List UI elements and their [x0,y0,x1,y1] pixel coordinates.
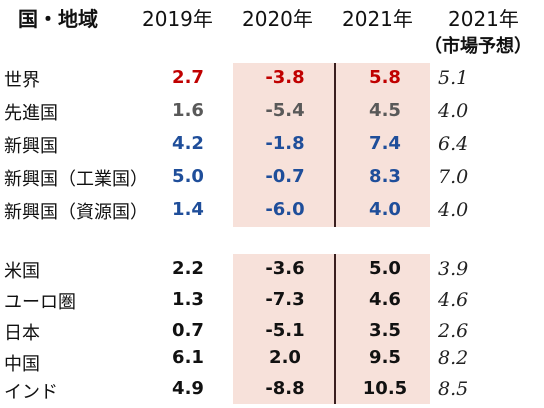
value-2020: -3.6 [265,258,305,279]
region-label: ユーロ圏 [4,292,76,313]
shade-block-group2 [233,254,430,404]
value-forecast: 6.4 [438,133,469,155]
value-2021: 4.5 [369,100,401,121]
value-2019: 5.0 [172,166,204,187]
value-2020: -7.3 [265,289,305,310]
value-2021: 10.5 [362,378,408,399]
value-forecast: 4.0 [438,100,469,122]
shade-block-group1 [233,63,430,227]
value-2020: -6.0 [265,199,305,220]
value-2019: 1.3 [172,289,204,310]
value-forecast: 2.6 [438,320,469,342]
value-2021: 4.0 [369,199,401,220]
value-forecast: 3.9 [438,258,469,280]
header-forecast-note: （市場予想） [424,36,532,57]
value-2020: -0.7 [265,166,305,187]
value-2019: 0.7 [172,320,204,341]
divider-group2 [334,254,336,404]
header-2019: 2019年 [142,7,213,31]
region-label: 米国 [4,261,40,282]
value-2020: -1.8 [265,133,305,154]
value-forecast: 5.1 [438,67,469,89]
value-2019: 2.2 [172,258,204,279]
value-2019: 2.7 [172,67,204,88]
value-2021: 8.3 [369,166,401,187]
value-2020: 2.0 [269,347,301,368]
value-2020: -8.8 [265,378,305,399]
header-2021: 2021年 [342,7,413,31]
region-label: 新興国 [4,136,58,157]
region-label: 世界 [4,70,40,91]
value-2021: 4.6 [369,289,401,310]
header-2020: 2020年 [242,7,313,31]
value-forecast: 8.5 [438,378,469,400]
region-label: 中国 [4,354,40,375]
value-2020: -5.1 [265,320,305,341]
value-2019: 1.4 [172,199,204,220]
value-2019: 6.1 [172,347,204,368]
value-2019: 4.9 [172,378,204,399]
divider-group1 [334,63,336,227]
value-2020: -3.8 [265,67,305,88]
value-2021: 7.4 [369,133,401,154]
region-label: 新興国（資源国） [4,202,148,223]
region-label: 先進国 [4,103,58,124]
region-label: インド [4,382,58,403]
value-2019: 4.2 [172,133,204,154]
header-region: 国・地域 [18,7,98,31]
value-forecast: 7.0 [438,166,469,188]
value-2021: 3.5 [369,320,401,341]
region-label: 新興国（工業国） [4,169,148,190]
value-forecast: 8.2 [438,347,469,369]
value-forecast: 4.6 [438,289,469,311]
value-2021: 9.5 [369,347,401,368]
value-2020: -5.4 [265,100,305,121]
value-2021: 5.0 [369,258,401,279]
value-2021: 5.8 [369,67,401,88]
value-2019: 1.6 [172,100,204,121]
header-forecast-year: 2021年 [448,7,519,31]
value-forecast: 4.0 [438,199,469,221]
region-label: 日本 [4,323,40,344]
